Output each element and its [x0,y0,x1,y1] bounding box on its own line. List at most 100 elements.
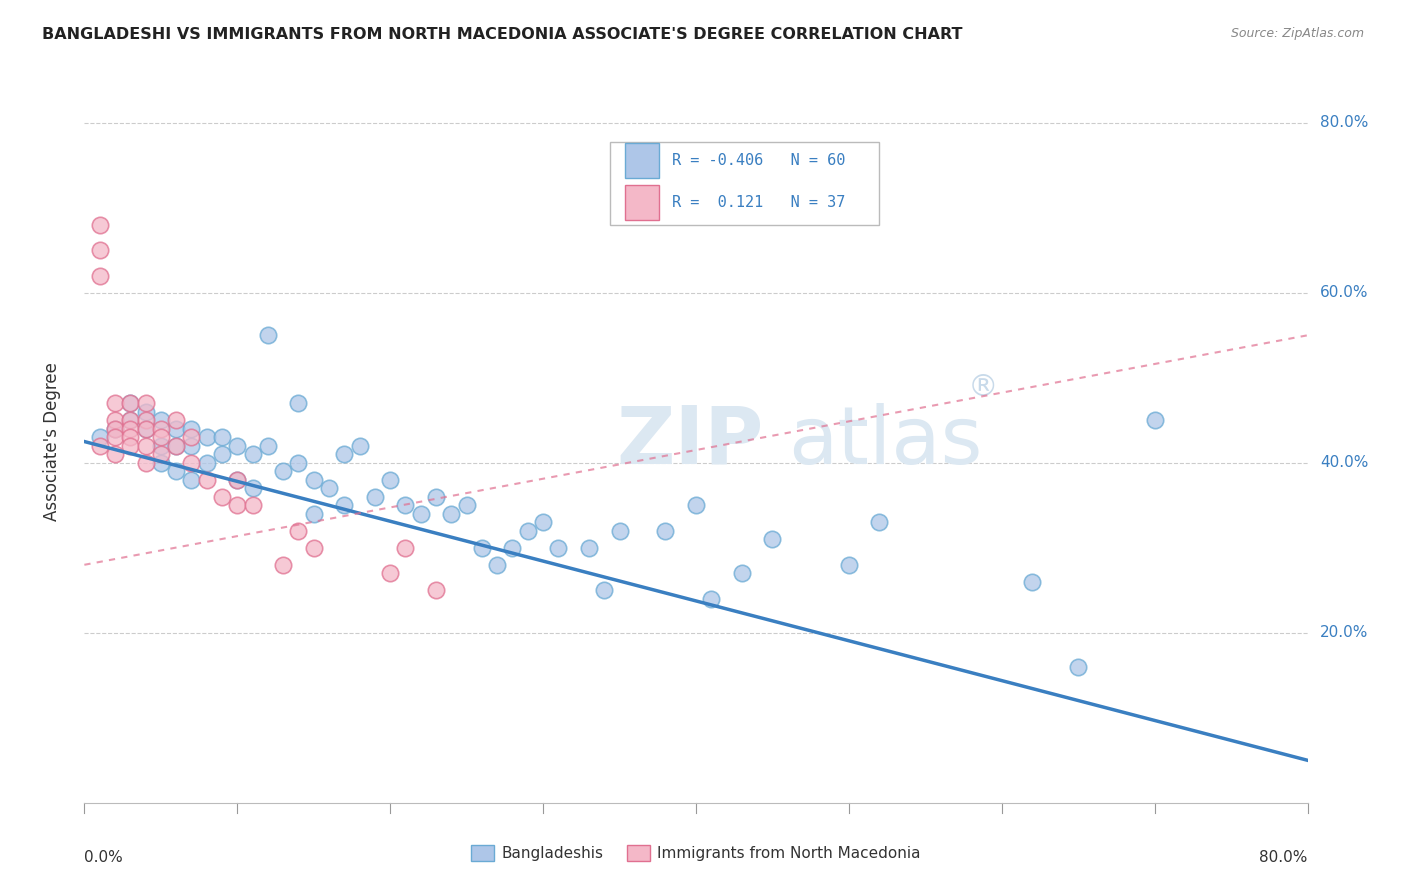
Point [287,396,309,410]
Point [380,566,402,581]
Point [165,439,187,453]
Point [195,430,218,444]
Point [180,422,202,436]
Point [89,244,111,258]
Point [1143,413,1166,427]
Point [195,473,218,487]
Point [135,456,157,470]
Point [731,566,754,581]
Point [226,473,249,487]
Text: atlas: atlas [787,402,981,481]
Point [654,524,676,538]
Point [318,481,340,495]
Point [195,456,218,470]
Point [226,498,249,512]
Point [257,328,280,343]
Point [257,439,280,453]
Point [609,524,631,538]
Point [302,507,325,521]
Point [380,473,402,487]
Point [165,464,187,478]
Point [104,447,127,461]
Point [211,490,233,504]
Point [502,541,524,555]
Point [471,541,494,555]
Point [120,439,142,453]
Point [226,473,249,487]
Point [761,533,783,547]
Point [180,430,202,444]
Point [149,447,172,461]
Point [302,541,325,555]
Point [104,430,127,444]
Point [120,430,142,444]
Point [271,558,294,572]
Text: 80.0%: 80.0% [1320,115,1368,130]
Point [120,422,142,436]
Point [242,481,264,495]
Point [104,413,127,427]
Point [409,507,432,521]
Text: ZIP: ZIP [616,402,763,481]
Point [425,583,447,598]
Text: R =  0.121   N = 37: R = 0.121 N = 37 [672,194,845,210]
Point [104,396,127,410]
Text: BANGLADESHI VS IMMIGRANTS FROM NORTH MACEDONIA ASSOCIATE'S DEGREE CORRELATION CH: BANGLADESHI VS IMMIGRANTS FROM NORTH MAC… [42,27,963,42]
Point [211,447,233,461]
Point [242,498,264,512]
Point [104,422,127,436]
Point [165,439,187,453]
Point [394,541,416,555]
Point [869,516,891,530]
Point [302,473,325,487]
Text: 60.0%: 60.0% [1320,285,1368,301]
Point [135,413,157,427]
Point [89,268,111,283]
Text: 20.0%: 20.0% [1320,625,1368,640]
Point [149,413,172,427]
Point [165,422,187,436]
Legend: Bangladeshis, Immigrants from North Macedonia: Bangladeshis, Immigrants from North Mace… [465,839,927,867]
Point [425,490,447,504]
Point [593,583,616,598]
Point [547,541,569,555]
Point [149,439,172,453]
Point [333,498,356,512]
Point [456,498,478,512]
Point [242,447,264,461]
Point [180,456,202,470]
Point [516,524,538,538]
Point [440,507,463,521]
Text: 0.0%: 0.0% [84,849,124,864]
FancyBboxPatch shape [626,185,659,219]
Text: Source: ZipAtlas.com: Source: ZipAtlas.com [1230,27,1364,40]
Text: 80.0%: 80.0% [1260,849,1308,864]
Point [180,473,202,487]
Point [120,413,142,427]
Point [149,422,172,436]
Point [120,396,142,410]
Point [135,439,157,453]
Point [1067,660,1090,674]
Point [531,516,554,530]
Text: R = -0.406   N = 60: R = -0.406 N = 60 [672,153,845,169]
Point [226,439,249,453]
Point [135,422,157,436]
Point [104,422,127,436]
Y-axis label: Associate's Degree: Associate's Degree [42,362,60,521]
Point [838,558,860,572]
Point [149,430,172,444]
Point [180,439,202,453]
Point [135,422,157,436]
Point [120,413,142,427]
Point [287,456,309,470]
Point [135,396,157,410]
Point [211,430,233,444]
Point [89,218,111,232]
Text: ®: ® [969,373,998,402]
FancyBboxPatch shape [626,144,659,178]
Point [89,430,111,444]
Point [165,413,187,427]
FancyBboxPatch shape [610,142,880,225]
Point [271,464,294,478]
